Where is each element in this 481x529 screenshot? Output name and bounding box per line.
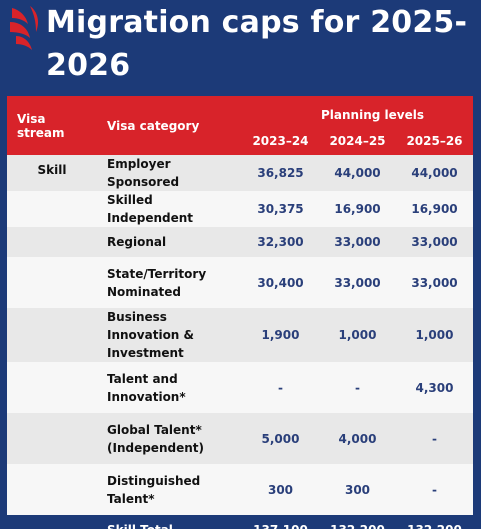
visa-stream-cell: [7, 413, 97, 464]
table-row: Business Innovation & Investment 1,900 1…: [7, 308, 473, 362]
value-cell: 33,000: [396, 227, 473, 257]
visa-stream-cell: [7, 308, 97, 362]
value-cell: 44,000: [319, 155, 396, 191]
table-row: Global Talent* (Independent) 5,000 4,000…: [7, 413, 473, 464]
total-row: Skill Total 137,100 132,200 132,200: [7, 515, 473, 529]
sbs-logo-icon: [10, 6, 38, 50]
value-cell: 16,900: [396, 191, 473, 227]
value-cell: 300: [319, 464, 396, 515]
value-cell: 30,375: [242, 191, 319, 227]
visa-category-cell: Global Talent* (Independent): [97, 413, 242, 464]
page-title: Migration caps for 2025-2026: [46, 5, 468, 83]
value-cell: 32,300: [242, 227, 319, 257]
migration-caps-table: Visa stream Visa category Planning level…: [7, 96, 473, 529]
value-cell: 4,300: [396, 362, 473, 413]
table-row: Regional 32,300 33,000 33,000: [7, 227, 473, 257]
table-row: State/Territory Nominated 30,400 33,000 …: [7, 257, 473, 308]
visa-category-cell: Employer Sponsored: [97, 155, 242, 191]
total-value-cell: 137,100: [242, 515, 319, 529]
header-planning-levels: Planning levels: [242, 96, 473, 126]
visa-stream-cell: [7, 362, 97, 413]
header-year: 2023–24: [242, 126, 319, 155]
value-cell: 1,900: [242, 308, 319, 362]
table-row: Distinguished Talent* 300 300 -: [7, 464, 473, 515]
total-label: Skill Total: [97, 515, 242, 529]
visa-category-cell: Business Innovation & Investment: [97, 308, 242, 362]
header-year: 2025–26: [396, 126, 473, 155]
visa-stream-cell: [7, 464, 97, 515]
table-row: Talent and Innovation* - - 4,300: [7, 362, 473, 413]
value-cell: 4,000: [319, 413, 396, 464]
value-cell: 30,400: [242, 257, 319, 308]
value-cell: 1,000: [396, 308, 473, 362]
value-cell: 33,000: [319, 257, 396, 308]
visa-category-cell: Talent and Innovation*: [97, 362, 242, 413]
header-visa-category: Visa category: [97, 96, 242, 155]
total-stream-cell: [7, 515, 97, 529]
visa-stream-cell: [7, 227, 97, 257]
value-cell: 33,000: [396, 257, 473, 308]
value-cell: 5,000: [242, 413, 319, 464]
table-row: Skill Employer Sponsored 36,825 44,000 4…: [7, 155, 473, 191]
visa-category-cell: Skilled Independent: [97, 191, 242, 227]
value-cell: 16,900: [319, 191, 396, 227]
visa-category-cell: State/Territory Nominated: [97, 257, 242, 308]
value-cell: 33,000: [319, 227, 396, 257]
value-cell: 44,000: [396, 155, 473, 191]
table-row: Skilled Independent 30,375 16,900 16,900: [7, 191, 473, 227]
visa-stream-cell: Skill: [7, 155, 97, 191]
value-cell: -: [396, 413, 473, 464]
header-year: 2024–25: [319, 126, 396, 155]
total-value-cell: 132,200: [396, 515, 473, 529]
visa-category-cell: Distinguished Talent*: [97, 464, 242, 515]
value-cell: 36,825: [242, 155, 319, 191]
visa-stream-cell: [7, 191, 97, 227]
value-cell: 300: [242, 464, 319, 515]
value-cell: -: [242, 362, 319, 413]
visa-stream-cell: [7, 257, 97, 308]
value-cell: 1,000: [319, 308, 396, 362]
header-visa-stream: Visa stream: [7, 96, 97, 155]
total-value-cell: 132,200: [319, 515, 396, 529]
value-cell: -: [319, 362, 396, 413]
value-cell: -: [396, 464, 473, 515]
visa-category-cell: Regional: [97, 227, 242, 257]
